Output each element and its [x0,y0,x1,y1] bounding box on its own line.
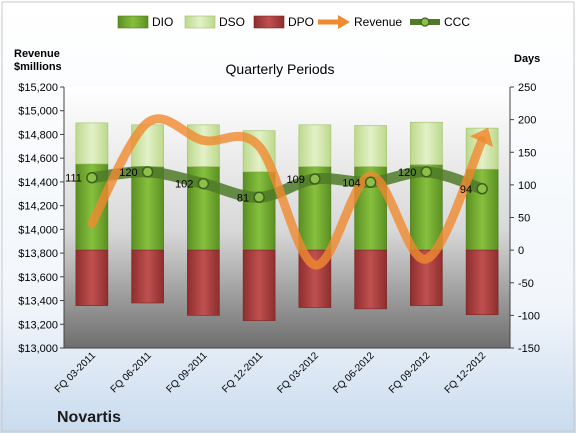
left-tick-label: $14,000 [18,224,58,236]
left-tick-label: $13,800 [18,248,58,260]
legend-dso: DSO [184,15,245,29]
right-tick-label: -150 [518,343,540,355]
ccc-data-label: 109 [287,174,305,186]
legend-ccc-marker [420,17,430,27]
left-tick-label: $14,400 [18,177,58,189]
right-tick-label: 0 [518,245,524,257]
legend-revenue-label: Revenue [354,15,402,29]
dpo-bar [242,249,276,321]
dpo-bar [354,249,387,310]
right-tick-label: 50 [518,213,530,225]
legend-dio-swatch [117,15,149,29]
dso-bar [354,125,387,167]
ccc-marker [364,176,377,189]
legend-dso-label: DSO [219,15,245,29]
right-tick-label: 250 [518,82,536,94]
dio-bar [242,171,276,251]
legend-revenue-arrowhead [338,15,350,29]
chart-title: Quarterly Periods [226,61,335,77]
ccc-marker [86,171,98,184]
left-tick-label: $15,200 [18,82,58,94]
left-axis: $13,000 $13,200 $13,400 $13,600 $13,800 $14,0… [18,82,65,355]
right-axis-title: Days [514,53,540,65]
legend-dio: DIO [117,15,173,29]
dpo-bar [131,249,164,304]
left-tick-label: $13,000 [18,343,58,355]
legend-ccc-label: CCC [444,15,470,29]
dso-bar [298,124,332,167]
left-axis-title-line1: Revenue [14,48,60,60]
left-tick-label: $14,600 [18,153,58,165]
brand-label: Novartis [57,409,121,426]
dso-bar [410,121,443,165]
left-tick-label: $14,200 [18,201,58,213]
left-axis-title-line2: $millions [14,61,62,73]
ccc-data-label: 94 [460,184,472,196]
revenue-arrowhead [469,127,494,148]
dpo-bar [75,249,109,306]
dio-bar [131,166,164,251]
right-tick-label: 150 [518,147,536,159]
left-tick-label: $13,200 [18,319,58,331]
ccc-data-label: 111 [65,173,82,185]
left-tick-label: $13,400 [18,296,58,308]
right-tick-label: -50 [518,278,534,290]
left-tick-label: $13,600 [18,272,58,284]
ccc-data-label: 120 [398,167,416,179]
ccc-marker [420,166,433,178]
dpo-bar [465,249,499,316]
ccc-marker [253,191,265,204]
legend-dpo: DPO [253,15,314,29]
ccc-marker [309,173,321,185]
ccc-marker [141,166,154,178]
legend-dpo-label: DPO [288,15,314,29]
left-tick-label: $14,800 [18,129,58,141]
ccc-data-label: 120 [119,167,137,179]
ccc-data-label: 104 [342,177,360,189]
dpo-bar [187,249,220,316]
legend-revenue: Revenue [318,15,402,29]
right-tick-label: 100 [518,180,536,192]
right-tick-label: 200 [518,115,536,127]
bars-group [75,121,499,321]
ccc-data-label: 102 [175,179,193,191]
legend-ccc: CCC [410,15,470,29]
lines-group: 111 120 102 81 109 104 120 94 [65,114,494,270]
right-tick-label: -100 [518,310,540,322]
legend-dpo-swatch [253,15,285,29]
left-tick-label: $15,000 [18,106,58,118]
ccc-marker [476,183,488,195]
legend: DIO DSO DPO Revenue CCC [117,15,470,29]
right-axis: -150 -100 -50 0 50 100 150 200 250 [64,82,540,355]
ccc-data-label: 81 [237,192,249,204]
ccc-marker [197,177,210,190]
dso-bar [75,122,109,165]
legend-dio-label: DIO [152,15,173,29]
revenue-line [87,114,487,270]
legend-dso-swatch [184,15,216,29]
